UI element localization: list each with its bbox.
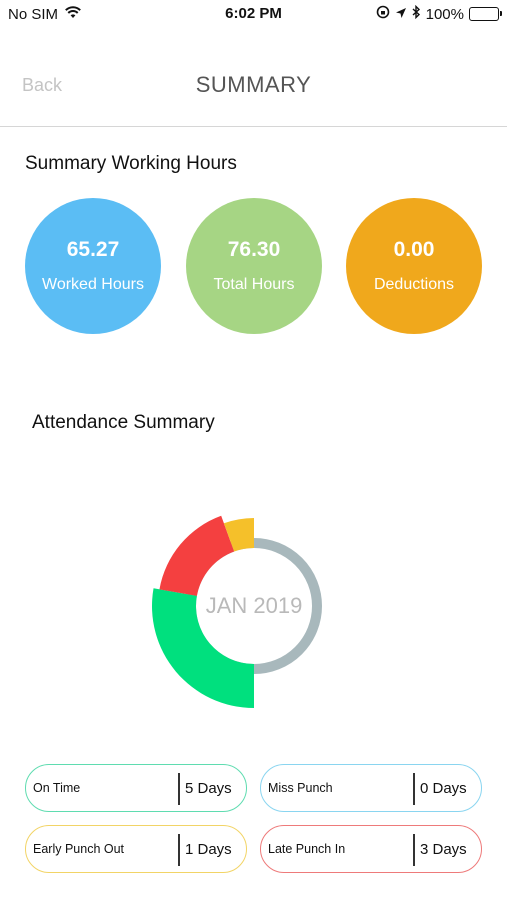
on-time-label: On Time <box>33 781 81 795</box>
early-punch-out-label: Early Punch Out <box>33 842 125 856</box>
late-punch-in-label: Late Punch In <box>268 842 346 856</box>
status-left: No SIM <box>8 5 82 23</box>
status-bar: No SIM 6:02 PM 100% <box>0 0 507 30</box>
worked-hours-circle: 65.27 Worked Hours <box>25 198 161 334</box>
pill-divider <box>413 834 415 866</box>
orientation-lock-icon <box>376 5 390 23</box>
status-time: 6:02 PM <box>225 5 282 22</box>
status-right: 100% <box>376 4 502 23</box>
on-time-stat[interactable]: On Time 5 Days <box>25 764 247 812</box>
donut-slice-late-punch-in <box>159 515 235 596</box>
page-title: SUMMARY <box>195 72 312 97</box>
pill-divider <box>413 773 415 805</box>
battery-icon <box>469 7 502 21</box>
donut-slice-early-punch-out <box>223 518 254 552</box>
donut-slice-on-time <box>152 588 254 709</box>
early-punch-out-stat[interactable]: Early Punch Out 1 Days <box>25 825 247 873</box>
attendance-title: Attendance Summary <box>32 412 215 433</box>
deductions-label: Deductions <box>373 276 455 293</box>
wifi-icon <box>64 5 82 23</box>
pill-divider <box>178 834 180 866</box>
miss-punch-stat[interactable]: Miss Punch 0 Days <box>260 764 482 812</box>
back-button[interactable]: Back <box>22 75 63 95</box>
total-hours-value: 76.30 <box>227 238 281 261</box>
donut-center-label: JAN 2019 <box>206 593 303 618</box>
worked-hours-value: 65.27 <box>66 238 120 261</box>
nav-bar: Back SUMMARY <box>0 30 507 127</box>
bluetooth-icon <box>412 4 421 23</box>
carrier-label: No SIM <box>8 5 59 23</box>
location-icon <box>395 6 407 23</box>
total-hours-label: Total Hours <box>213 276 295 293</box>
late-punch-in-stat[interactable]: Late Punch In 3 Days <box>260 825 482 873</box>
worked-hours-label: Worked Hours <box>42 276 144 293</box>
deductions-value: 0.00 <box>393 238 435 261</box>
early-punch-out-value: 1 Days <box>185 841 232 858</box>
battery-percent: 100% <box>425 5 464 23</box>
on-time-value: 5 Days <box>185 780 232 797</box>
deductions-circle: 0.00 Deductions <box>346 198 482 334</box>
miss-punch-label: Miss Punch <box>268 781 333 795</box>
working-hours-title: Summary Working Hours <box>25 153 237 174</box>
miss-punch-value: 0 Days <box>420 780 467 797</box>
total-hours-circle: 76.30 Total Hours <box>186 198 322 334</box>
late-punch-in-value: 3 Days <box>420 841 467 858</box>
pill-divider <box>178 773 180 805</box>
